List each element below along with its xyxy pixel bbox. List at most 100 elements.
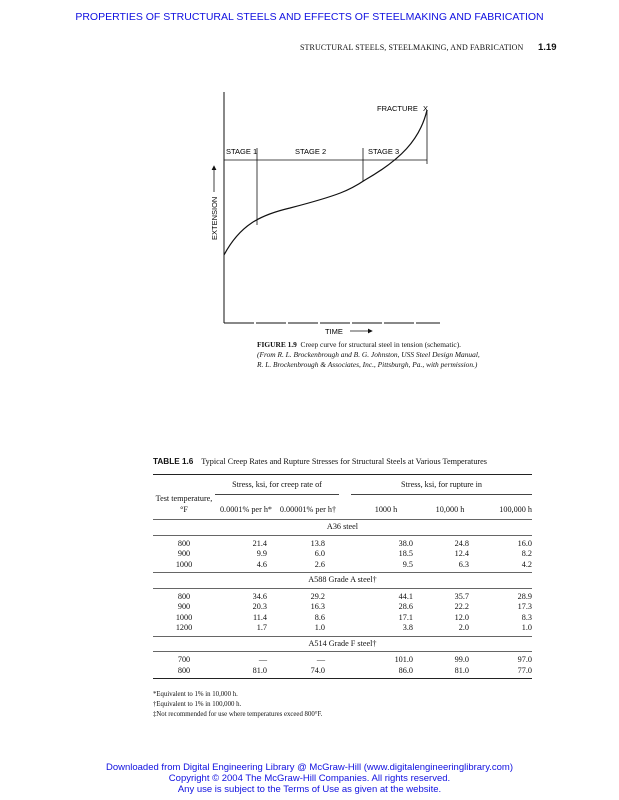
- table-cell: 18.5: [398, 549, 413, 558]
- table-cell: 800: [177, 665, 191, 675]
- table-row: 800 34.6 29.2 44.1 35.7 28.9: [153, 588, 532, 602]
- table-cell: 1000: [175, 612, 193, 622]
- table-cell: 1.0: [521, 623, 532, 632]
- table-cell: 22.2: [454, 602, 469, 611]
- table-cell: 34.6: [252, 591, 267, 601]
- table-cell: 99.0: [454, 655, 469, 664]
- table-row: 1200 1.7 1.0 3.8 2.0 1.0: [153, 623, 532, 636]
- column-header: Test temperature, °F: [155, 494, 213, 514]
- caption-label: FIGURE 1.9: [257, 340, 297, 349]
- stage1-label: STAGE 1: [226, 147, 257, 156]
- footnote: *Equivalent to 1% in 10,000 h.: [153, 691, 238, 698]
- table-cell: 3.8: [402, 623, 413, 632]
- table-cell: 35.7: [454, 591, 469, 601]
- footnote: †Equivalent to 1% in 100,000 h.: [153, 701, 242, 708]
- table-cell: 81.0: [252, 665, 267, 675]
- table-cell: 1200: [175, 623, 193, 632]
- table-cell: 700: [177, 655, 191, 664]
- table-cell: 12.4: [454, 549, 469, 558]
- table-row: 800 81.0 74.0 86.0 81.0 77.0: [153, 666, 532, 679]
- column-header: 0.00001% per h†: [279, 504, 337, 514]
- caption-text: Creep curve for structural steel in tens…: [300, 340, 462, 349]
- table-cell: 8.6: [314, 612, 325, 622]
- page-number: 1.19: [538, 42, 557, 53]
- table-row: 1000 4.6 2.6 9.5 6.3 4.2: [153, 560, 532, 573]
- table-cell: 28.6: [398, 602, 413, 611]
- table-cell: 4.6: [256, 559, 267, 569]
- table-cell: 16.3: [310, 602, 325, 611]
- table-cell: 20.3: [252, 602, 267, 611]
- table-caption: Typical Creep Rates and Rupture Stresses…: [201, 457, 487, 466]
- table-cell: 86.0: [398, 665, 413, 675]
- table-cell: 6.3: [458, 559, 469, 569]
- table-cell: 74.0: [310, 665, 325, 675]
- table-cell: —: [316, 655, 325, 664]
- table-row: 900 9.9 6.0 18.5 12.4 8.2: [153, 549, 532, 560]
- table-title: TABLE 1.6 Typical Creep Rates and Ruptur…: [153, 457, 487, 466]
- x-axis-label: TIME: [325, 327, 343, 336]
- table-cell: 6.0: [314, 549, 325, 558]
- section-name: A514 Grade F steel†: [153, 635, 532, 652]
- fracture-label: FRACTURE: [377, 104, 418, 113]
- creep-curve-figure: STAGE 1 STAGE 2 STAGE 3 FRACTURE X EXTEN…: [210, 92, 440, 336]
- table-cell: 900: [177, 602, 191, 611]
- footer-terms[interactable]: Any use is subject to the Terms of Use a…: [177, 784, 442, 795]
- column-header: 100,000 h: [499, 504, 532, 514]
- table-cell: 21.4: [252, 538, 267, 548]
- section-name: A588 Grade A steel†: [153, 572, 532, 589]
- column-header: 1000 h: [374, 504, 398, 514]
- table-cell: 29.2: [310, 591, 325, 601]
- table-row: 700 — — 101.0 99.0 97.0: [153, 652, 532, 666]
- group-header-creep: Stress, ksi, for creep rate of: [215, 474, 339, 495]
- y-axis-label: EXTENSION: [210, 197, 219, 240]
- table-row: 900 20.3 16.3 28.6 22.2 17.3: [153, 602, 532, 613]
- column-header: 0.0001% per h*: [219, 504, 273, 514]
- running-head: STRUCTURAL STEELS, STEELMAKING, AND FABR…: [300, 43, 524, 52]
- table-cell: 9.5: [402, 559, 413, 569]
- column-headers: Test temperature, °F 0.0001% per h* 0.0000…: [153, 494, 532, 520]
- table-cell: 900: [177, 549, 191, 558]
- caption-source: (From R. L. Brockenbrough and B. G. John…: [257, 350, 480, 369]
- creep-table: Stress, ksi, for creep rate of Stress, k…: [153, 474, 532, 679]
- footer-copyright: Copyright © 2004 The McGraw-Hill Compani…: [168, 773, 451, 784]
- table-cell: 1.0: [314, 623, 325, 632]
- table-cell: 800: [177, 591, 191, 601]
- table-cell: 1.7: [256, 623, 267, 632]
- footer-download-link[interactable]: Downloaded from Digital Engineering Libr…: [105, 762, 514, 773]
- section-row: A36 steel: [153, 519, 532, 536]
- section-row: A514 Grade F steel†: [153, 635, 532, 652]
- table-cell: 12.0: [454, 612, 469, 622]
- figure-caption: FIGURE 1.9 Creep curve for structural st…: [257, 340, 487, 370]
- table-cell: 17.3: [517, 602, 532, 611]
- fracture-mark: X: [423, 104, 428, 113]
- top-banner: PROPERTIES OF STRUCTURAL STEELS AND EFFE…: [75, 11, 544, 23]
- table-row: 800 21.4 13.8 38.0 24.8 16.0: [153, 535, 532, 549]
- table-cell: —: [258, 655, 267, 664]
- table-cell: 81.0: [454, 665, 469, 675]
- table-cell: 13.8: [310, 538, 325, 548]
- footnotes: *Equivalent to 1% in 10,000 h. †Equivale…: [153, 690, 322, 720]
- table-cell: 44.1: [398, 591, 413, 601]
- table-cell: 97.0: [517, 655, 532, 664]
- table-row: 1000 11.4 8.6 17.1 12.0 8.3: [153, 613, 532, 624]
- group-header-rupture: Stress, ksi, for rupture in: [351, 474, 532, 495]
- table-cell: 24.8: [454, 538, 469, 548]
- table-cell: 2.6: [314, 559, 325, 569]
- table-cell: 28.9: [517, 591, 532, 601]
- table-cell: 4.2: [521, 559, 532, 569]
- stage2-label: STAGE 2: [295, 147, 326, 156]
- table-cell: 800: [177, 538, 191, 548]
- table-number: TABLE 1.6: [153, 457, 194, 466]
- table-cell: 17.1: [398, 612, 413, 622]
- creep-curve: [223, 109, 428, 256]
- table-cell: 11.4: [252, 612, 267, 622]
- table-cell: 8.3: [521, 612, 532, 622]
- stage3-label: STAGE 3: [368, 147, 399, 156]
- table-cell: 1000: [175, 559, 193, 569]
- table-cell: 16.0: [517, 538, 532, 548]
- footer: Downloaded from Digital Engineering Libr…: [0, 762, 619, 795]
- table-cell: 77.0: [517, 665, 532, 675]
- column-header: 10,000 h: [435, 504, 465, 514]
- table-cell: 9.9: [256, 549, 267, 558]
